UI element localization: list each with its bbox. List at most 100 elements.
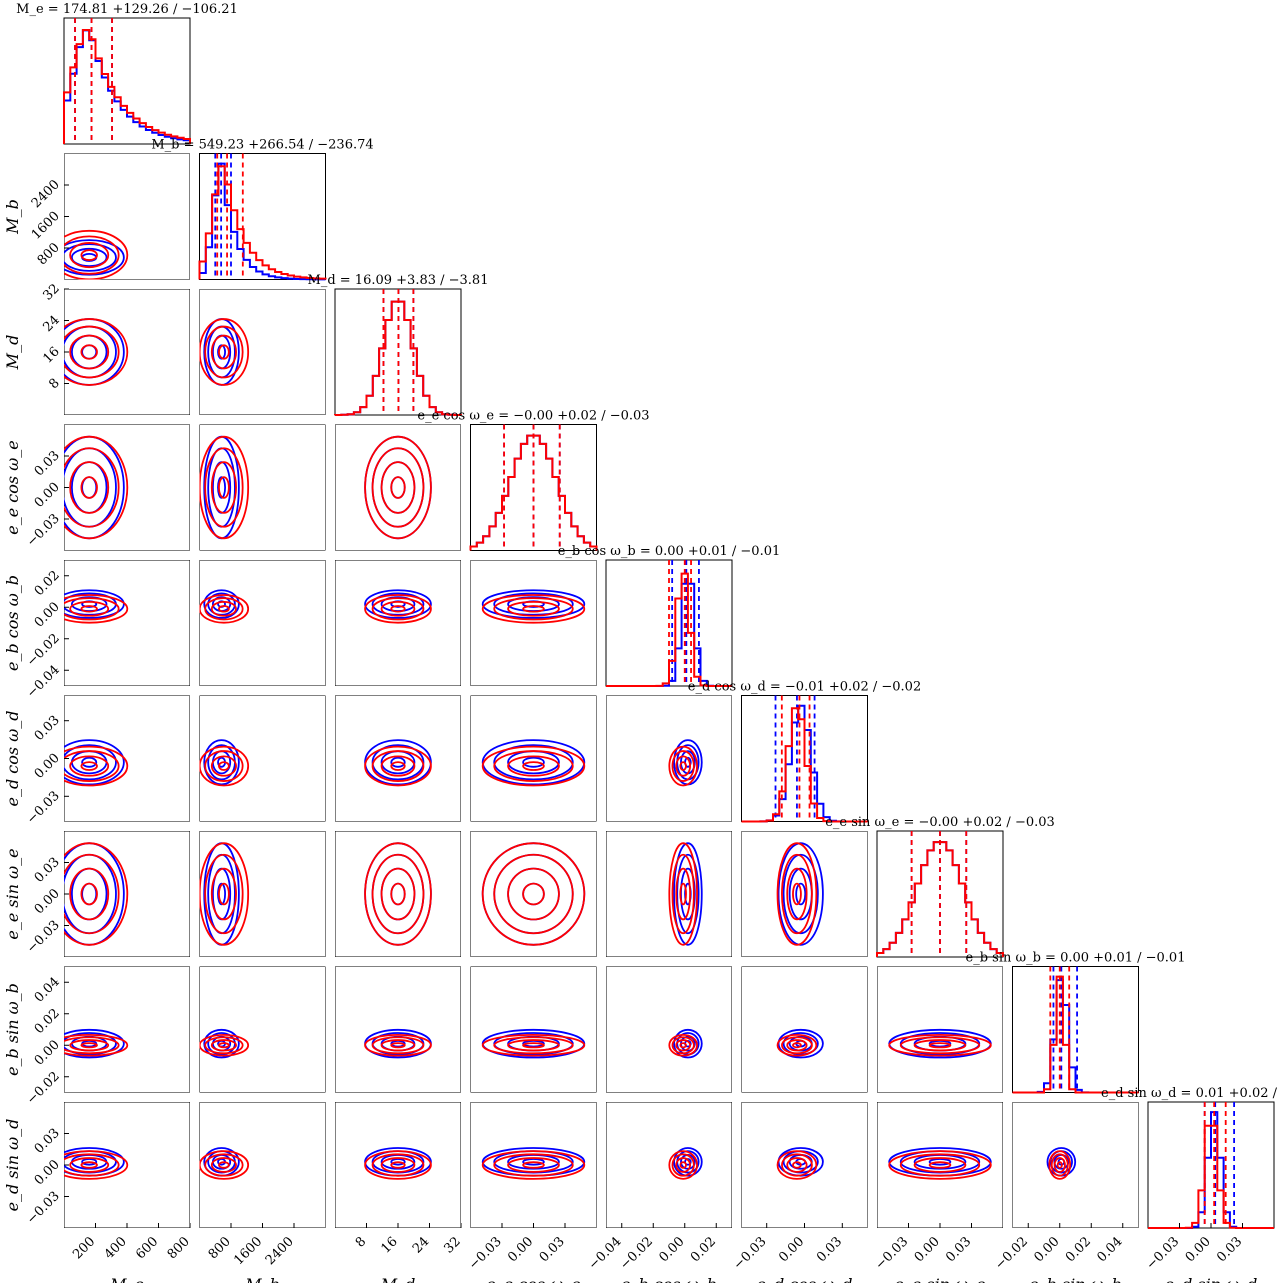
contour-level [507, 1157, 560, 1173]
contour-level [204, 597, 244, 621]
contour-level [218, 1042, 230, 1049]
x-tick-label: 0.00 [776, 1234, 807, 1265]
contour-level [1050, 1153, 1069, 1177]
x-tick-label: 24 [410, 1234, 432, 1256]
contour-level [80, 476, 98, 499]
contour-level [668, 1033, 698, 1057]
y-tick-label: 0.00 [32, 1037, 63, 1068]
y-axis-label: e_d sin ω_d [3, 1119, 22, 1212]
panel-contour-Md-ecoswd [335, 695, 461, 822]
y-tick-label: 2400 [29, 177, 63, 211]
x-tick-label: 0.03 [537, 1234, 568, 1265]
contour-level [380, 867, 416, 921]
contour-level [69, 867, 110, 921]
contour-level [390, 761, 406, 771]
contour-level [64, 842, 129, 946]
contour-level [675, 1157, 692, 1173]
contour-level [380, 461, 416, 514]
x-axis-label: M_d [380, 1275, 416, 1283]
panel-contour-Mb-esinwb [199, 966, 326, 1093]
contour-level [679, 1161, 687, 1169]
contour-level [493, 853, 574, 935]
contour-level [493, 597, 574, 621]
hist-line [63, 29, 191, 144]
contour-level [1048, 1150, 1072, 1180]
contour-level [481, 594, 586, 624]
panel-contour-Md-ecoswb [335, 560, 461, 686]
contour-level [792, 1161, 802, 1169]
contour-level [199, 594, 250, 624]
panel-contour-esinwe-esinwb [877, 966, 1003, 1093]
x-axis-label: e_b sin ω_b [1029, 1275, 1122, 1283]
contour-level [390, 1158, 406, 1166]
contour-level [64, 1153, 120, 1177]
contour-level [81, 756, 98, 768]
contour-level [364, 842, 432, 946]
hist-line [606, 572, 732, 687]
panel-frame [606, 695, 732, 822]
contour-level [364, 594, 432, 624]
contour-level [380, 1157, 416, 1173]
contour-level [481, 1033, 586, 1057]
x-tick-label: −0.03 [1144, 1234, 1183, 1273]
y-tick-label: 8 [46, 376, 62, 392]
contour-level [210, 755, 237, 777]
y-tick-label: 0.02 [32, 568, 63, 599]
contour-level [70, 461, 108, 514]
contour-level [80, 882, 98, 906]
y-tick-label: 0.04 [32, 974, 63, 1005]
contour-level [64, 1150, 129, 1180]
contour-level [210, 1039, 237, 1052]
x-tick-label: 0.03 [943, 1234, 974, 1265]
contour-level [210, 867, 237, 921]
contour-level [364, 1150, 432, 1180]
panel-contour-Mb-esinwd [199, 1102, 326, 1228]
x-tick-label: −0.03 [731, 1234, 770, 1273]
panel-contour-ecoswe-esinwe [470, 831, 597, 957]
contour-level [218, 344, 230, 360]
panel-contour-esinwb-esinwd [1012, 1102, 1139, 1228]
panel-contour-ecoswd-esinwb [741, 966, 868, 1093]
contour-level [390, 605, 406, 613]
y-tick-label: 0.03 [32, 448, 63, 479]
y-tick-label: −0.03 [24, 789, 63, 828]
contour-level [679, 882, 687, 906]
y-tick-label: 32 [41, 281, 63, 303]
y-tick-label: 0.00 [32, 599, 63, 630]
panel-contour-Me-Md [64, 289, 190, 415]
contour-level [210, 461, 237, 514]
contour-level [199, 435, 250, 540]
panel-frame [335, 831, 461, 957]
panel-contour-ecoswd-esinwe [741, 831, 868, 957]
contour-level [888, 1150, 992, 1180]
x-tick-label: 0.00 [1031, 1234, 1062, 1265]
x-tick-label: 0.00 [656, 1234, 687, 1265]
x-tick-label: 800 [165, 1234, 193, 1262]
hist-line [1148, 1124, 1274, 1229]
contour-level [80, 1042, 98, 1049]
y-tick-label: 0.03 [32, 855, 63, 886]
contour-level [673, 842, 703, 946]
contour-level [792, 882, 802, 906]
contour-level [210, 600, 237, 617]
hist-title: e_d cos ω_d = −0.01 +0.02 / −0.02 [688, 680, 921, 695]
contour-level [522, 756, 545, 768]
y-tick-label: 800 [35, 240, 63, 268]
contour-level [371, 750, 425, 782]
contour-level [371, 1153, 425, 1177]
contour-level [199, 745, 250, 787]
hist-line [1148, 1111, 1274, 1229]
contour-level [671, 750, 695, 782]
contour-level [80, 1161, 98, 1169]
x-tick-label: 0.02 [688, 1234, 719, 1265]
contour-level [203, 589, 240, 619]
x-tick-label: 0.00 [1183, 1234, 1214, 1265]
contour-level [203, 842, 240, 946]
contour-level [390, 882, 406, 906]
hist-line [198, 165, 327, 280]
hist-line [1012, 979, 1139, 1094]
contour-level [776, 842, 818, 946]
contour-level [675, 1039, 692, 1052]
contour-level [493, 1036, 574, 1055]
panel-contour-ecoswb-esinwd [606, 1102, 732, 1228]
